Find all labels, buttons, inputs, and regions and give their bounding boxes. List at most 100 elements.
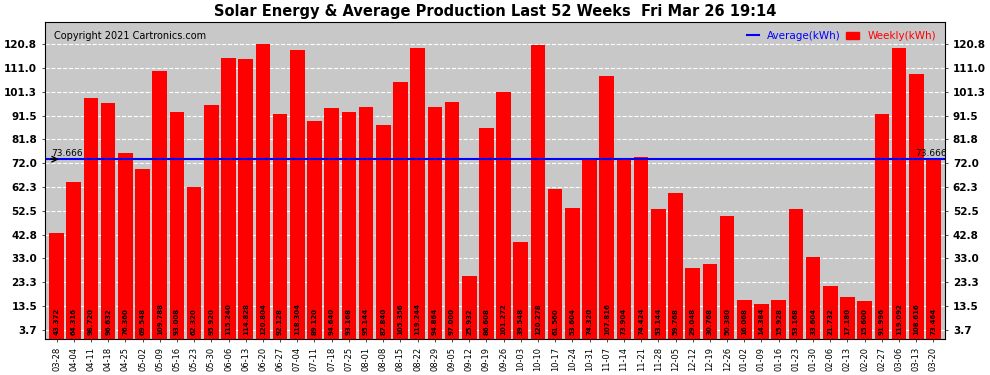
Bar — [50, 233, 64, 339]
Bar — [514, 243, 528, 339]
Bar — [255, 44, 270, 339]
Bar — [221, 58, 236, 339]
Bar — [342, 112, 356, 339]
Text: 91.996: 91.996 — [879, 308, 885, 335]
Text: 73.904: 73.904 — [621, 308, 627, 335]
Text: Copyright 2021 Cartronics.com: Copyright 2021 Cartronics.com — [53, 31, 206, 41]
Bar — [101, 103, 116, 339]
Text: 14.384: 14.384 — [758, 308, 764, 335]
Text: 86.608: 86.608 — [483, 308, 489, 335]
Text: 73.666: 73.666 — [916, 149, 947, 158]
Text: 25.932: 25.932 — [466, 309, 472, 335]
Text: 107.816: 107.816 — [604, 303, 610, 335]
Text: 96.632: 96.632 — [105, 309, 111, 335]
Bar — [307, 122, 322, 339]
Bar — [823, 286, 838, 339]
Text: 119.244: 119.244 — [415, 303, 421, 335]
Bar — [703, 264, 717, 339]
Bar — [926, 160, 940, 339]
Text: 64.316: 64.316 — [70, 308, 77, 335]
Bar — [720, 216, 735, 339]
Text: 21.732: 21.732 — [828, 308, 834, 335]
Text: 95.144: 95.144 — [363, 308, 369, 335]
Text: 108.616: 108.616 — [913, 303, 920, 335]
Bar — [806, 257, 821, 339]
Bar — [204, 105, 219, 339]
Bar — [651, 209, 665, 339]
Text: 93.008: 93.008 — [174, 308, 180, 335]
Text: 69.548: 69.548 — [140, 308, 146, 335]
Text: 74.424: 74.424 — [639, 308, 644, 335]
Text: 95.920: 95.920 — [208, 308, 214, 335]
Title: Solar Energy & Average Production Last 52 Weeks  Fri Mar 26 19:14: Solar Energy & Average Production Last 5… — [214, 4, 776, 19]
Text: 89.120: 89.120 — [312, 308, 318, 335]
Bar — [496, 92, 511, 339]
Bar — [841, 297, 854, 339]
Bar — [737, 300, 751, 339]
Text: 119.092: 119.092 — [896, 303, 902, 335]
Bar — [136, 169, 149, 339]
Bar — [239, 59, 253, 339]
Text: 39.548: 39.548 — [518, 308, 524, 335]
Bar — [547, 189, 562, 339]
Bar — [789, 209, 803, 339]
Text: 93.168: 93.168 — [346, 308, 351, 335]
Bar — [634, 158, 648, 339]
Text: 59.768: 59.768 — [672, 308, 678, 335]
Bar — [273, 114, 287, 339]
Bar — [66, 182, 81, 339]
Bar — [565, 208, 580, 339]
Bar — [290, 50, 305, 339]
Bar — [771, 300, 786, 339]
Bar — [376, 124, 390, 339]
Bar — [582, 158, 597, 339]
Text: 115.240: 115.240 — [226, 303, 232, 335]
Bar — [857, 301, 872, 339]
Bar — [393, 82, 408, 339]
Bar — [445, 102, 459, 339]
Bar — [909, 74, 924, 339]
Text: 61.560: 61.560 — [552, 309, 558, 335]
Text: 15.928: 15.928 — [776, 308, 782, 335]
Text: 114.828: 114.828 — [243, 303, 248, 335]
Bar — [754, 304, 769, 339]
Text: 43.372: 43.372 — [53, 308, 59, 335]
Bar — [600, 76, 614, 339]
Text: 53.144: 53.144 — [655, 308, 661, 335]
Text: 73.464: 73.464 — [931, 308, 937, 335]
Bar — [479, 128, 494, 339]
Text: 94.640: 94.640 — [329, 308, 335, 335]
Bar — [118, 153, 133, 339]
Text: 29.048: 29.048 — [690, 308, 696, 335]
Bar — [358, 107, 373, 339]
Text: 118.304: 118.304 — [294, 303, 300, 335]
Text: 15.600: 15.600 — [861, 308, 867, 335]
Text: 109.788: 109.788 — [156, 303, 162, 335]
Bar — [428, 108, 443, 339]
Text: 101.272: 101.272 — [501, 303, 507, 335]
Text: 120.804: 120.804 — [260, 303, 266, 335]
Text: 16.068: 16.068 — [742, 308, 747, 335]
Text: 92.128: 92.128 — [277, 308, 283, 335]
Text: 30.768: 30.768 — [707, 308, 713, 335]
Bar — [83, 98, 98, 339]
Legend: Average(kWh), Weekly(kWh): Average(kWh), Weekly(kWh) — [742, 27, 940, 45]
Bar — [617, 159, 632, 339]
Bar — [668, 193, 683, 339]
Text: 120.278: 120.278 — [535, 303, 541, 335]
Bar — [152, 71, 167, 339]
Text: 53.604: 53.604 — [569, 308, 575, 335]
Bar — [187, 187, 201, 339]
Text: 98.720: 98.720 — [88, 308, 94, 335]
Text: 33.604: 33.604 — [810, 308, 816, 335]
Text: 73.666: 73.666 — [51, 149, 83, 158]
Bar — [685, 268, 700, 339]
Bar — [531, 45, 545, 339]
Bar — [874, 114, 889, 339]
Text: 87.840: 87.840 — [380, 308, 386, 335]
Bar — [462, 276, 476, 339]
Text: 53.168: 53.168 — [793, 308, 799, 335]
Text: 50.380: 50.380 — [724, 308, 730, 335]
Text: 105.356: 105.356 — [397, 304, 404, 335]
Bar — [892, 48, 907, 339]
